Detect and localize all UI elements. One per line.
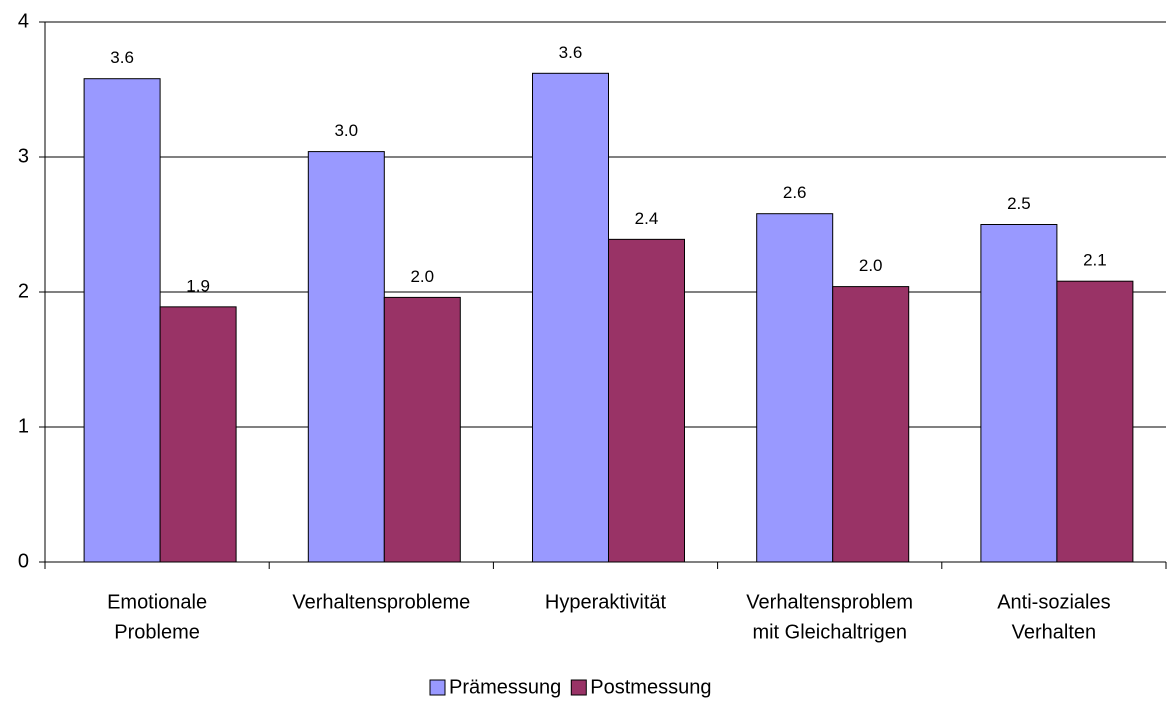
y-tick-label: 0 bbox=[18, 550, 29, 572]
value-label: 2.0 bbox=[410, 267, 434, 286]
x-tick-label: Emotionale bbox=[107, 591, 207, 613]
x-tick-label: Verhaltensproblem bbox=[746, 591, 913, 613]
x-tick-label: Verhaltensprobleme bbox=[292, 591, 470, 613]
value-label: 2.5 bbox=[1007, 194, 1031, 213]
value-label: 3.6 bbox=[110, 48, 134, 67]
x-tick-label: Probleme bbox=[114, 621, 200, 643]
bar bbox=[756, 213, 834, 563]
value-label: 2.0 bbox=[859, 256, 883, 275]
legend-label: Postmessung bbox=[590, 676, 711, 698]
y-tick-label: 3 bbox=[18, 145, 29, 167]
value-label: 2.4 bbox=[635, 209, 659, 228]
bar bbox=[980, 224, 1058, 563]
value-label: 3.6 bbox=[559, 43, 583, 62]
bar bbox=[832, 286, 910, 563]
x-tick-label: Hyperaktivität bbox=[545, 591, 667, 613]
value-label: 2.6 bbox=[783, 183, 807, 202]
y-tick-label: 2 bbox=[18, 280, 29, 302]
value-label: 2.1 bbox=[1083, 251, 1107, 270]
y-tick-label: 4 bbox=[18, 10, 29, 32]
bar bbox=[608, 238, 685, 563]
x-tick-label: mit Gleichaltrigen bbox=[752, 621, 907, 643]
bar bbox=[83, 78, 161, 563]
bar bbox=[1056, 280, 1134, 563]
bar bbox=[159, 306, 237, 563]
legend-label: Prämessung bbox=[449, 676, 561, 698]
x-tick-label: Verhalten bbox=[1012, 621, 1097, 643]
x-tick-label: Anti-soziales bbox=[997, 591, 1110, 613]
bar bbox=[532, 72, 609, 563]
legend-swatch bbox=[570, 679, 587, 696]
bar bbox=[307, 151, 385, 563]
bar bbox=[383, 296, 461, 563]
y-tick-label: 1 bbox=[18, 415, 29, 437]
value-label: 3.0 bbox=[334, 121, 358, 140]
value-label: 1.9 bbox=[186, 276, 210, 295]
legend-swatch bbox=[429, 679, 446, 696]
